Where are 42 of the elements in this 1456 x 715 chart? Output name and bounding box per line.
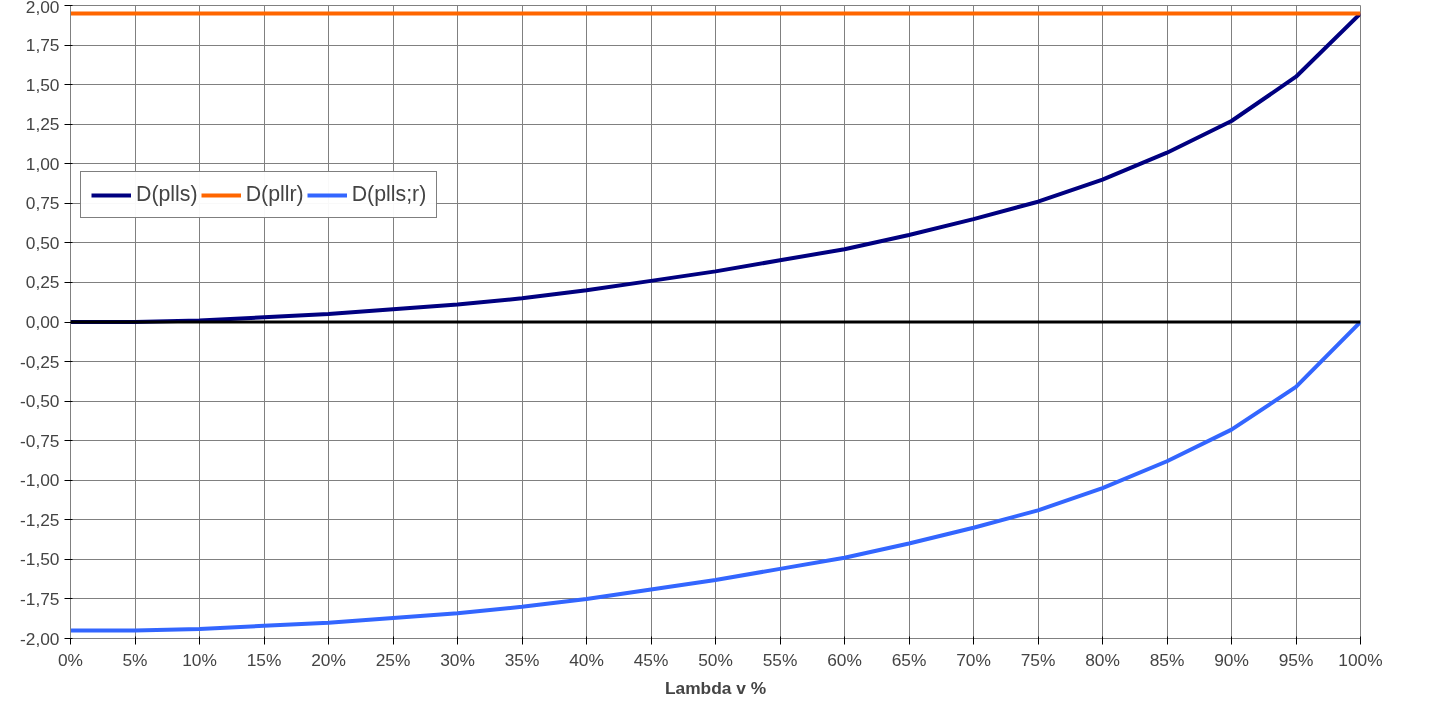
y-tick-label: 0,75 <box>25 193 60 214</box>
x-tick-label: 45% <box>633 649 669 670</box>
y-tick-label: 0,25 <box>25 272 60 293</box>
x-tick-label: 55% <box>762 649 798 670</box>
x-tick-label: 50% <box>698 649 733 670</box>
y-tick-label: 2,00 <box>25 0 60 17</box>
x-tick-label: 80% <box>1085 649 1120 670</box>
x-tick-label: 25% <box>375 649 411 670</box>
x-tick-label: 40% <box>569 649 604 670</box>
y-tick-label: 1,25 <box>25 114 60 135</box>
legend-label: D(plls;r) <box>351 182 427 207</box>
x-tick-label: 30% <box>440 649 475 670</box>
x-tick-label: 70% <box>956 649 991 670</box>
x-tick-label: 65% <box>891 649 927 670</box>
y-tick-label: 0,50 <box>25 232 60 253</box>
y-tick-label: 1,50 <box>25 74 60 95</box>
x-tick-label: 100% <box>1338 649 1383 670</box>
y-tick-label: 1,00 <box>25 153 60 174</box>
legend-label: D(plls) <box>136 182 198 207</box>
x-tick-label: 5% <box>122 649 148 670</box>
x-tick-label: 0% <box>57 649 84 670</box>
y-tick-label: -2,00 <box>20 628 60 649</box>
legend-label: D(pllr) <box>245 182 304 207</box>
y-tick-label: 0,00 <box>25 312 60 332</box>
y-tick-label: -0,75 <box>20 430 60 451</box>
x-tick-label: 20% <box>311 649 346 670</box>
y-tick-label: -1,75 <box>20 588 60 609</box>
x-tick-label: 60% <box>827 649 862 670</box>
x-tick-label: 10% <box>182 649 217 670</box>
x-tick-label: 15% <box>246 649 282 670</box>
x-tick-label: 75% <box>1020 649 1056 670</box>
y-tick-label: -0,50 <box>20 391 60 412</box>
x-tick-label: 85% <box>1149 649 1185 670</box>
y-tick-label: -0,25 <box>20 351 60 372</box>
x-tick-label: 95% <box>1278 649 1314 670</box>
y-tick-label: -1,00 <box>20 470 60 491</box>
y-tick-label: -1,25 <box>20 509 60 530</box>
y-tick-label: -1,50 <box>20 549 60 570</box>
x-axis-title: Lambda v % <box>664 677 767 698</box>
x-tick-label: 90% <box>1214 649 1249 670</box>
y-tick-label: 1,75 <box>25 35 60 56</box>
x-tick-label: 35% <box>504 649 540 670</box>
